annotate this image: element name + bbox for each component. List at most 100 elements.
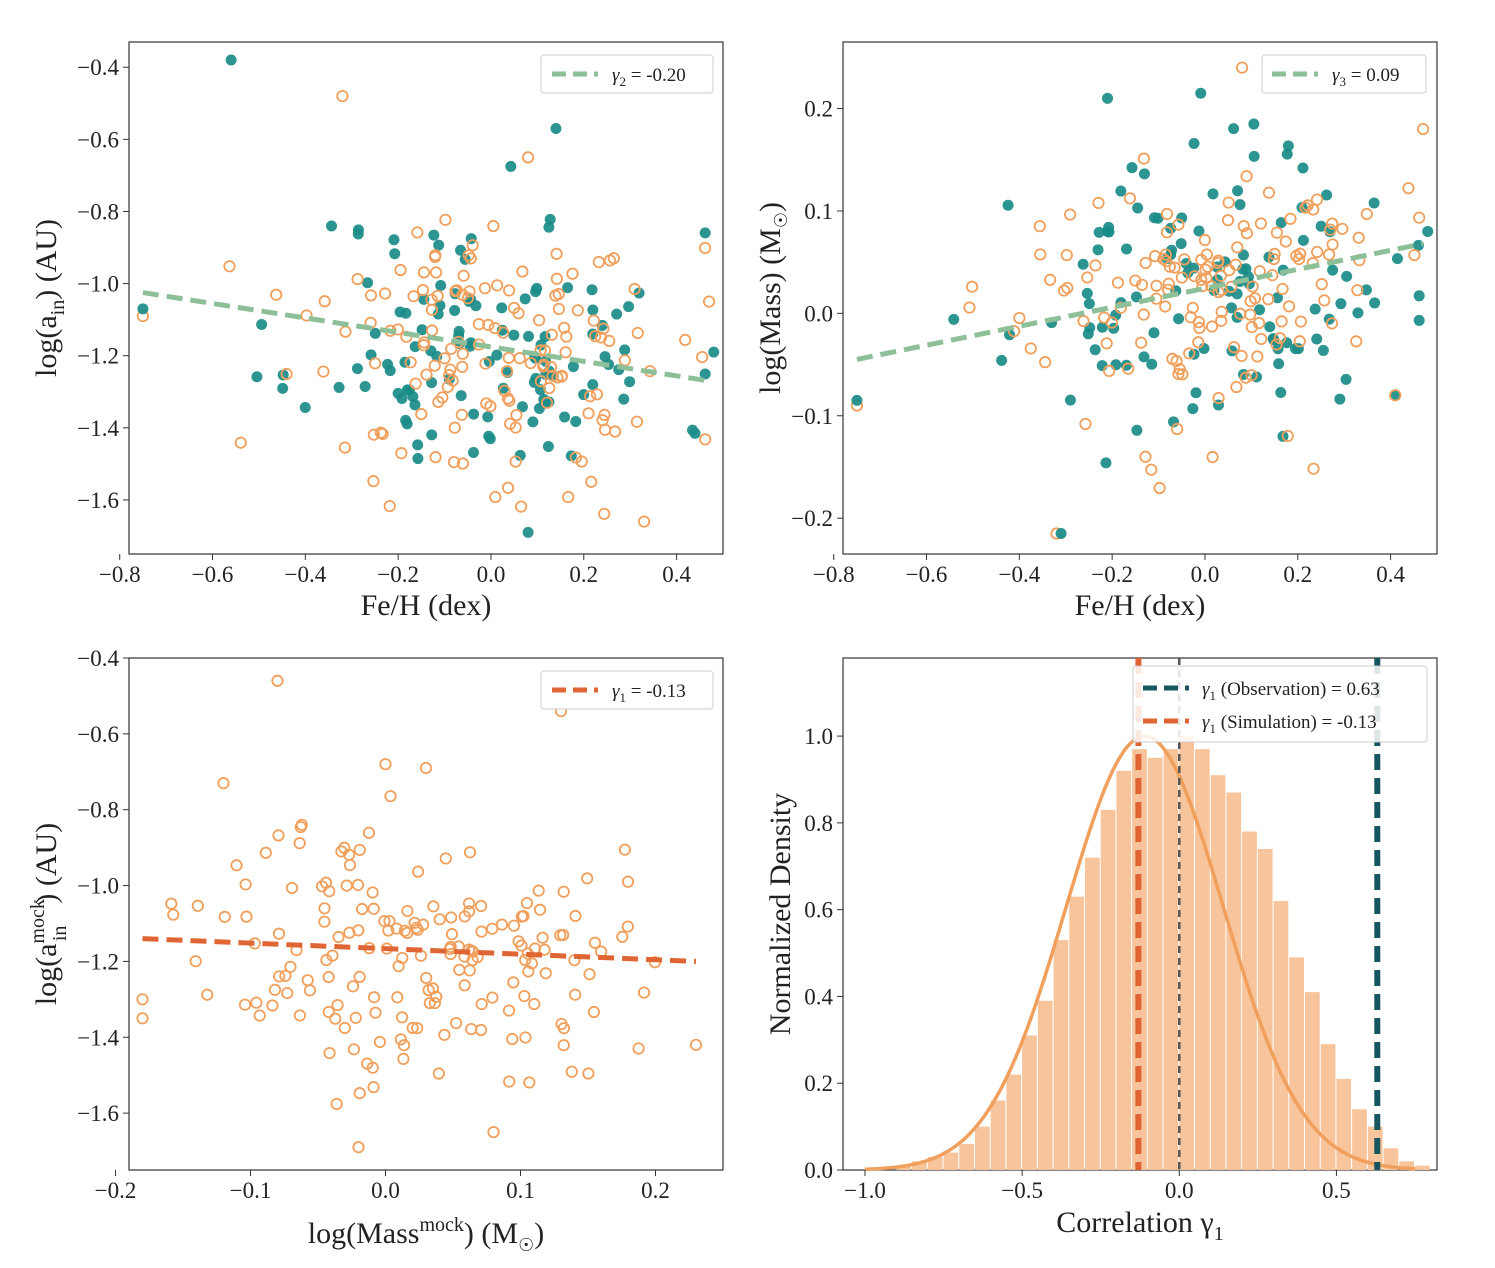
y-tick-label: −0.1 xyxy=(791,404,833,429)
data-point-observed xyxy=(416,324,428,336)
data-point-observed xyxy=(137,303,149,315)
data-point-comparison xyxy=(631,326,644,340)
data-point-comparison xyxy=(1205,320,1219,333)
data-point-comparison xyxy=(1171,422,1184,436)
data-point-comparison xyxy=(448,421,461,434)
data-point-observed xyxy=(1138,168,1150,180)
panel-a-legend: γ2 = -0.20 xyxy=(540,54,714,94)
data-point-comparison xyxy=(1178,253,1191,266)
data-point-observed xyxy=(587,304,599,316)
panel-b-yticks: −0.2 −0.1 0.0 0.1 0.2 xyxy=(791,97,843,531)
data-point-comparison xyxy=(569,988,582,1001)
data-point-comparison xyxy=(230,859,243,872)
data-point-comparison xyxy=(609,425,622,438)
data-point-observed xyxy=(1121,243,1133,255)
data-point-comparison xyxy=(390,922,403,935)
data-point-observed xyxy=(468,408,480,420)
data-point-comparison xyxy=(458,979,471,992)
data-point-comparison xyxy=(367,902,380,915)
panel-a-xticks: −0.8 −0.6 −0.4 −0.2 0.0 0.2 0.4 xyxy=(99,554,691,587)
data-point-observed xyxy=(482,411,494,423)
data-point-comparison xyxy=(1293,335,1306,348)
data-point-comparison xyxy=(1299,201,1312,214)
data-point-comparison xyxy=(495,918,509,931)
data-point-comparison xyxy=(489,490,502,504)
data-point-comparison xyxy=(1057,284,1071,297)
data-point-comparison xyxy=(515,500,528,513)
data-point-comparison xyxy=(512,935,525,948)
data-point-observed xyxy=(1089,344,1101,356)
data-point-comparison xyxy=(1284,212,1297,225)
x-tick-label: −0.6 xyxy=(192,562,234,587)
data-point-comparison xyxy=(362,826,376,839)
data-point-comparison xyxy=(281,986,294,1000)
x-tick-label: −0.8 xyxy=(99,562,141,587)
data-point-comparison xyxy=(406,1021,419,1034)
data-point-comparison xyxy=(1163,260,1176,273)
panel-c-legend-box xyxy=(540,670,714,710)
data-point-comparison xyxy=(432,1067,445,1080)
panel-b-points xyxy=(850,61,1434,540)
data-point-observed xyxy=(1282,140,1294,152)
data-point-observed xyxy=(527,416,539,428)
panel-c-mock-mass-vs-separation: −0.2 −0.1 0.0 0.1 0.2 −1.6 −1.4 −1.2 −1.0 −0.8 −0… xyxy=(27,646,724,1255)
panel-c-points xyxy=(136,674,703,1154)
data-point-observed xyxy=(351,363,363,375)
data-point-comparison xyxy=(1122,362,1135,375)
data-point-observed xyxy=(514,449,526,461)
data-point-observed xyxy=(1228,123,1240,135)
data-point-observed xyxy=(570,415,582,427)
panel-a-legend-text: γ2 = -0.20 xyxy=(612,65,686,89)
data-point-comparison xyxy=(532,314,546,327)
data-point-observed xyxy=(1092,244,1104,256)
data-point-comparison xyxy=(550,272,563,285)
data-point-comparison xyxy=(439,852,452,865)
data-point-comparison xyxy=(458,910,471,923)
data-point-comparison xyxy=(419,761,433,775)
panel-a-points xyxy=(136,54,720,538)
x-tick-label: −0.4 xyxy=(284,562,326,587)
data-point-observed xyxy=(1317,344,1329,356)
data-point-comparison xyxy=(550,247,563,260)
data-point-observed xyxy=(277,369,289,381)
data-point-observed xyxy=(464,340,476,352)
data-point-comparison xyxy=(1262,293,1275,306)
data-point-comparison xyxy=(603,254,617,267)
data-point-comparison xyxy=(537,358,550,371)
data-point-comparison xyxy=(332,930,345,944)
data-point-comparison xyxy=(323,885,336,898)
data-point-comparison xyxy=(1215,314,1228,327)
y-tick-label: −1.4 xyxy=(77,1025,119,1050)
panel-c-fit-line xyxy=(142,936,697,964)
histogram-bar xyxy=(943,1152,959,1170)
data-point-observed xyxy=(256,318,268,330)
data-point-observed xyxy=(996,354,1008,366)
data-point-observed xyxy=(1271,292,1283,304)
data-point-comparison xyxy=(326,949,339,962)
data-point-comparison xyxy=(1139,450,1152,463)
data-point-comparison xyxy=(392,960,405,973)
data-point-comparison xyxy=(366,886,379,899)
data-point-comparison xyxy=(1350,335,1363,348)
data-point-comparison xyxy=(280,367,293,381)
data-point-comparison xyxy=(329,1012,342,1025)
data-point-observed xyxy=(522,526,534,538)
panel-b-fit-line xyxy=(856,241,1424,362)
data-point-comparison xyxy=(397,1039,411,1052)
data-point-comparison xyxy=(445,911,458,924)
data-point-comparison xyxy=(422,983,435,997)
data-point-observed xyxy=(599,351,611,363)
data-point-comparison xyxy=(1240,227,1254,240)
data-point-comparison xyxy=(478,282,492,295)
data-point-observed xyxy=(1234,199,1246,211)
panel-a-metallicity-vs-separation: −0.8 −0.6 −0.4 −0.2 0.0 0.2 0.4 −1.6−1.4−1.2−1… xyxy=(30,41,724,622)
data-point-comparison xyxy=(383,499,396,513)
data-point-comparison xyxy=(439,213,452,226)
data-point-observed xyxy=(1002,199,1014,211)
histogram-bar xyxy=(1257,848,1273,1170)
data-point-comparison xyxy=(486,991,499,1004)
data-point-observed xyxy=(1422,225,1434,237)
panel-c-yticks: −1.6 −1.4 −1.2 −1.0 −0.8 −0.6 −0.4 xyxy=(77,646,129,1126)
data-point-comparison xyxy=(165,897,178,910)
data-point-comparison xyxy=(1100,337,1113,350)
